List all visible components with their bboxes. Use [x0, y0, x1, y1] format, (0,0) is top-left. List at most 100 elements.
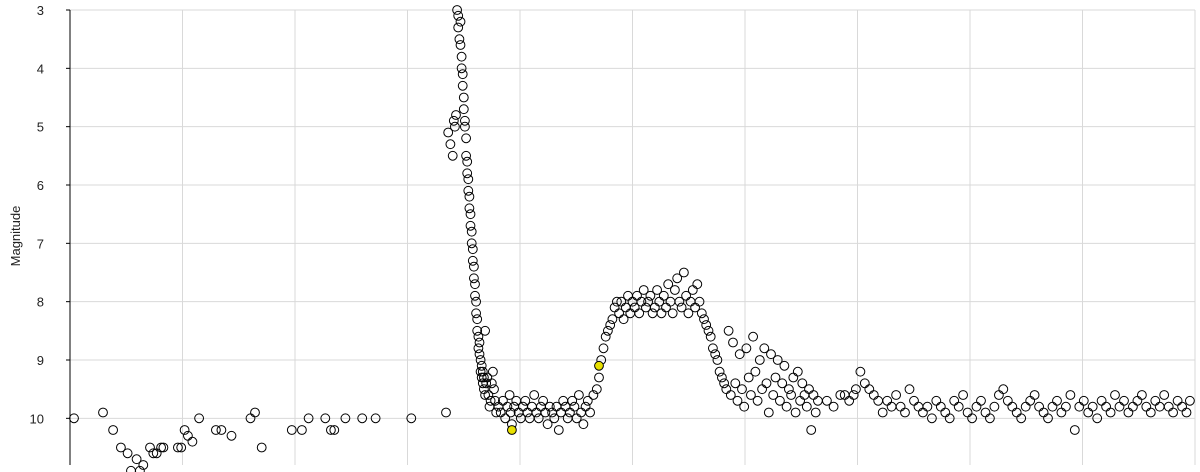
data-point [784, 384, 794, 395]
y-tick-label: 7 [37, 236, 44, 251]
data-point [474, 337, 485, 348]
data-point [455, 40, 466, 50]
data-point [625, 308, 636, 319]
data-point [158, 442, 169, 453]
data-point [962, 407, 973, 418]
data-point [623, 290, 633, 301]
data-point [488, 366, 498, 377]
data-point [600, 331, 611, 342]
data-point [663, 279, 674, 290]
data-point [1181, 407, 1192, 418]
data-point [1087, 401, 1098, 412]
data-point [466, 238, 477, 249]
data-point [710, 349, 721, 360]
data-point [485, 395, 496, 406]
data-point [1065, 390, 1076, 400]
data-point [799, 390, 810, 400]
data-point [844, 395, 855, 406]
data-point [406, 413, 417, 424]
data-point [835, 390, 846, 400]
data-point [940, 407, 951, 418]
data-point [927, 413, 937, 424]
data-point [676, 302, 687, 313]
data-point [447, 150, 458, 161]
data-point [770, 372, 781, 383]
data-point [458, 104, 469, 115]
data-point [728, 337, 738, 348]
data-point [730, 378, 741, 389]
highlighted-data-point [594, 360, 604, 371]
data-point [801, 401, 812, 412]
data-point [976, 395, 986, 406]
data-point [634, 308, 645, 319]
data-point [464, 203, 475, 214]
data-point [69, 413, 79, 424]
data-point [1092, 413, 1103, 424]
data-point [670, 285, 680, 295]
data-point [607, 314, 618, 325]
data-point [156, 442, 167, 453]
data-point [1034, 401, 1044, 412]
data-point [1029, 390, 1040, 400]
data-point [479, 372, 489, 383]
data-point [754, 355, 765, 365]
data-point [173, 442, 183, 453]
data-point [527, 401, 537, 412]
data-point [658, 290, 669, 301]
data-point [470, 290, 480, 301]
data-point [748, 331, 758, 342]
data-point [466, 226, 477, 237]
y-tick-label: 5 [37, 120, 44, 135]
data-point [822, 395, 832, 406]
data-point [705, 331, 716, 342]
y-axis-label: Magnitude [8, 206, 23, 267]
data-point [743, 372, 754, 383]
data-point [574, 390, 584, 400]
data-point [451, 110, 461, 120]
data-point [479, 384, 489, 395]
data-point [194, 413, 205, 424]
data-point [813, 395, 823, 406]
data-point [931, 395, 942, 406]
data-point [474, 349, 485, 360]
data-point [746, 390, 756, 400]
data-point [1145, 407, 1156, 418]
data-point [1128, 401, 1138, 412]
data-point [504, 390, 515, 400]
data-point [971, 401, 982, 412]
data-point [138, 460, 149, 470]
data-point [329, 425, 340, 435]
data-point [483, 390, 494, 400]
data-point [674, 296, 685, 307]
data-point [145, 442, 155, 453]
data-point [594, 372, 604, 383]
data-point [582, 395, 593, 406]
data-point [441, 407, 451, 418]
data-point [953, 401, 964, 412]
data-point [481, 378, 492, 389]
data-point [476, 360, 487, 371]
data-point [694, 296, 705, 307]
data-point [877, 407, 888, 418]
data-point [538, 395, 548, 406]
data-point [454, 34, 465, 45]
data-point [848, 390, 859, 400]
data-point [721, 384, 732, 395]
data-point [1020, 401, 1031, 412]
data-point [855, 366, 866, 377]
data-point [804, 384, 814, 395]
data-point [585, 407, 595, 418]
data-point [531, 407, 542, 418]
data-point [708, 343, 718, 354]
data-point [576, 407, 586, 418]
data-point [998, 384, 1009, 395]
data-point [1172, 395, 1183, 406]
data-point [1154, 401, 1165, 412]
data-point [475, 366, 486, 377]
data-point [692, 279, 703, 290]
data-point [126, 465, 136, 472]
data-point [752, 395, 763, 406]
data-point [1043, 413, 1053, 424]
data-point [480, 325, 491, 336]
data-point [453, 10, 464, 21]
